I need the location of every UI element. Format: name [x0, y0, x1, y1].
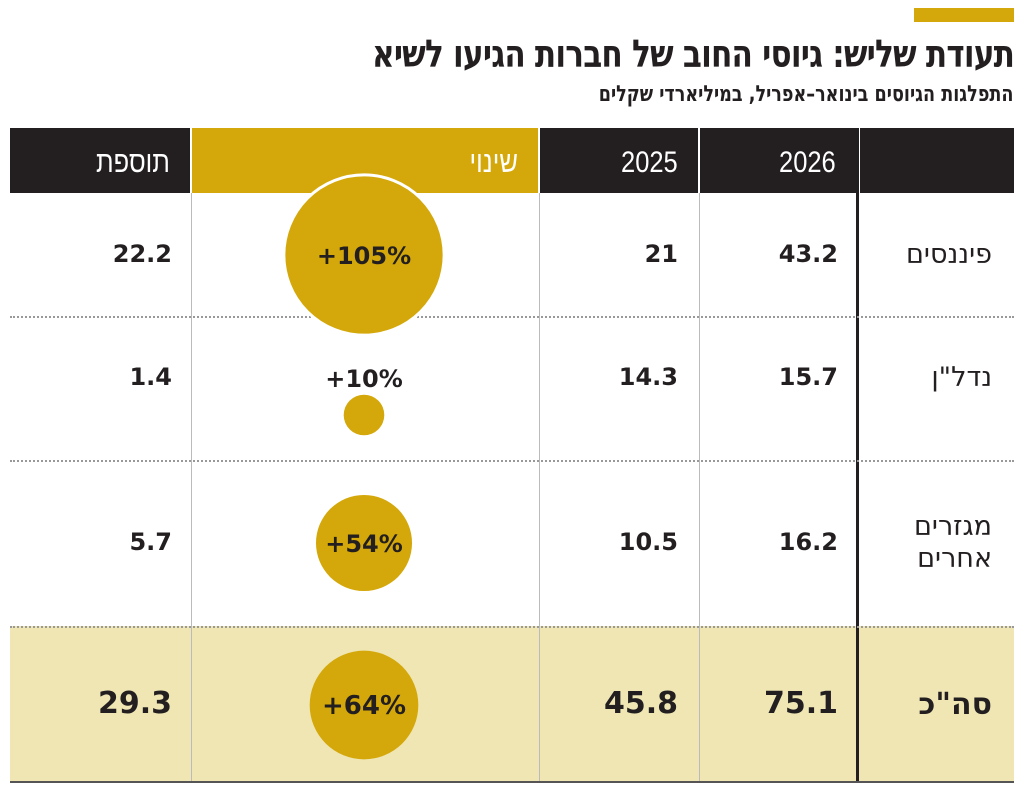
row-divider	[10, 626, 1014, 628]
change-bubble	[309, 650, 419, 760]
change-label: +10%	[325, 365, 403, 393]
value-2025: 10.5	[618, 528, 678, 557]
value-2025: 45.8	[603, 686, 678, 722]
value-2026: 43.2	[778, 240, 838, 269]
value-2026: 75.1	[763, 686, 838, 722]
total-row-background	[10, 626, 1014, 782]
row-divider	[10, 460, 1014, 462]
change-bubble	[315, 494, 413, 592]
change-bubble	[343, 394, 385, 436]
value-2025: 21	[644, 240, 678, 269]
change-label: +54%	[325, 530, 403, 558]
header-addition: תוספת	[10, 128, 190, 193]
chart-subtitle: התפלגות הגיוסים בינואר–אפריל, במיליארדי …	[599, 82, 1014, 107]
row-label: נדל"ן	[931, 362, 992, 393]
value-addition: 29.3	[97, 686, 172, 722]
row-label: מגזרים אחרים	[913, 511, 992, 574]
table-bottom-rule	[10, 781, 1014, 783]
column-divider	[539, 193, 540, 782]
chart-title: תעודת שליש: גיוסי החוב של חברות הגיעו לש…	[371, 32, 1015, 76]
header-2025: 2025	[540, 128, 698, 193]
value-addition: 22.2	[112, 240, 172, 269]
value-addition: 1.4	[129, 363, 172, 392]
row-label: פיננסים	[906, 239, 992, 270]
label-column-divider	[856, 128, 859, 782]
change-label: +64%	[322, 691, 406, 721]
column-divider	[191, 193, 192, 782]
value-2025: 14.3	[618, 363, 678, 392]
value-2026: 16.2	[778, 528, 838, 557]
value-2026: 15.7	[778, 363, 838, 392]
column-divider	[699, 193, 700, 782]
change-label: +105%	[317, 242, 411, 270]
row-label: סה"כ	[918, 687, 992, 722]
value-addition: 5.7	[129, 528, 172, 557]
header-label	[860, 128, 1014, 193]
header-2026: 2026	[700, 128, 856, 193]
row-divider	[10, 316, 1014, 318]
accent-bar	[914, 8, 1014, 22]
change-bubble	[282, 173, 446, 337]
